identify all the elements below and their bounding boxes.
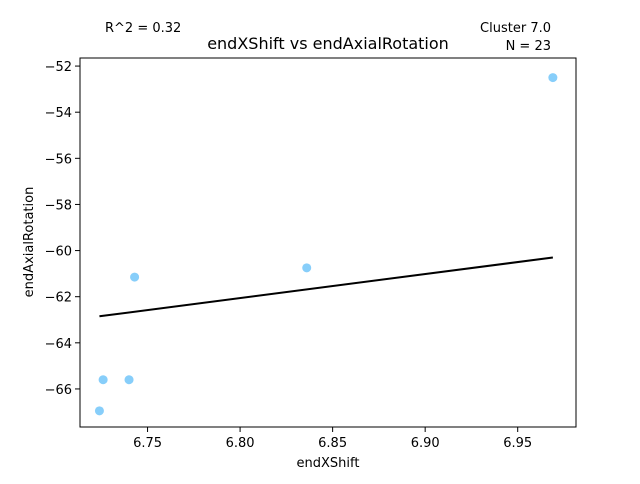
regression-line xyxy=(99,256,553,318)
scatter-point xyxy=(94,406,104,416)
y-tick-label: −60 xyxy=(45,245,72,260)
plot-marks xyxy=(94,73,558,416)
y-tick-label: −54 xyxy=(45,106,72,121)
y-tick-label: −52 xyxy=(45,60,72,75)
cluster-annotation: Cluster 7.0 xyxy=(480,21,551,36)
scatter-point xyxy=(130,272,140,282)
plot-area-frame xyxy=(79,57,577,428)
scatter-point xyxy=(98,375,108,385)
y-axis-ticks: −66 −64 −62 −60 −58 −56 −54 −52 xyxy=(45,60,80,398)
x-tick-label: 6.75 xyxy=(133,436,162,451)
y-tick-label: −66 xyxy=(45,383,72,398)
scatter-point xyxy=(124,375,134,385)
y-axis-label: endAxialRotation xyxy=(22,187,37,298)
x-tick-label: 6.85 xyxy=(318,436,347,451)
x-tick-label: 6.90 xyxy=(411,436,440,451)
r-squared-annotation: R^2 = 0.32 xyxy=(105,21,181,36)
x-tick-label: 6.80 xyxy=(226,436,255,451)
y-tick-label: −64 xyxy=(45,337,72,352)
y-tick-label: −62 xyxy=(45,291,72,306)
x-tick-label: 6.95 xyxy=(503,436,532,451)
y-tick-label: −58 xyxy=(45,198,72,213)
chart-title: endXShift vs endAxialRotation xyxy=(207,34,449,53)
sample-count-annotation: N = 23 xyxy=(506,39,551,54)
scatter-point xyxy=(302,263,312,273)
x-axis-ticks: 6.75 6.80 6.85 6.90 6.95 xyxy=(133,427,532,451)
y-tick-label: −56 xyxy=(45,152,72,167)
x-axis-label: endXShift xyxy=(297,456,360,471)
scatter-point xyxy=(548,73,558,83)
